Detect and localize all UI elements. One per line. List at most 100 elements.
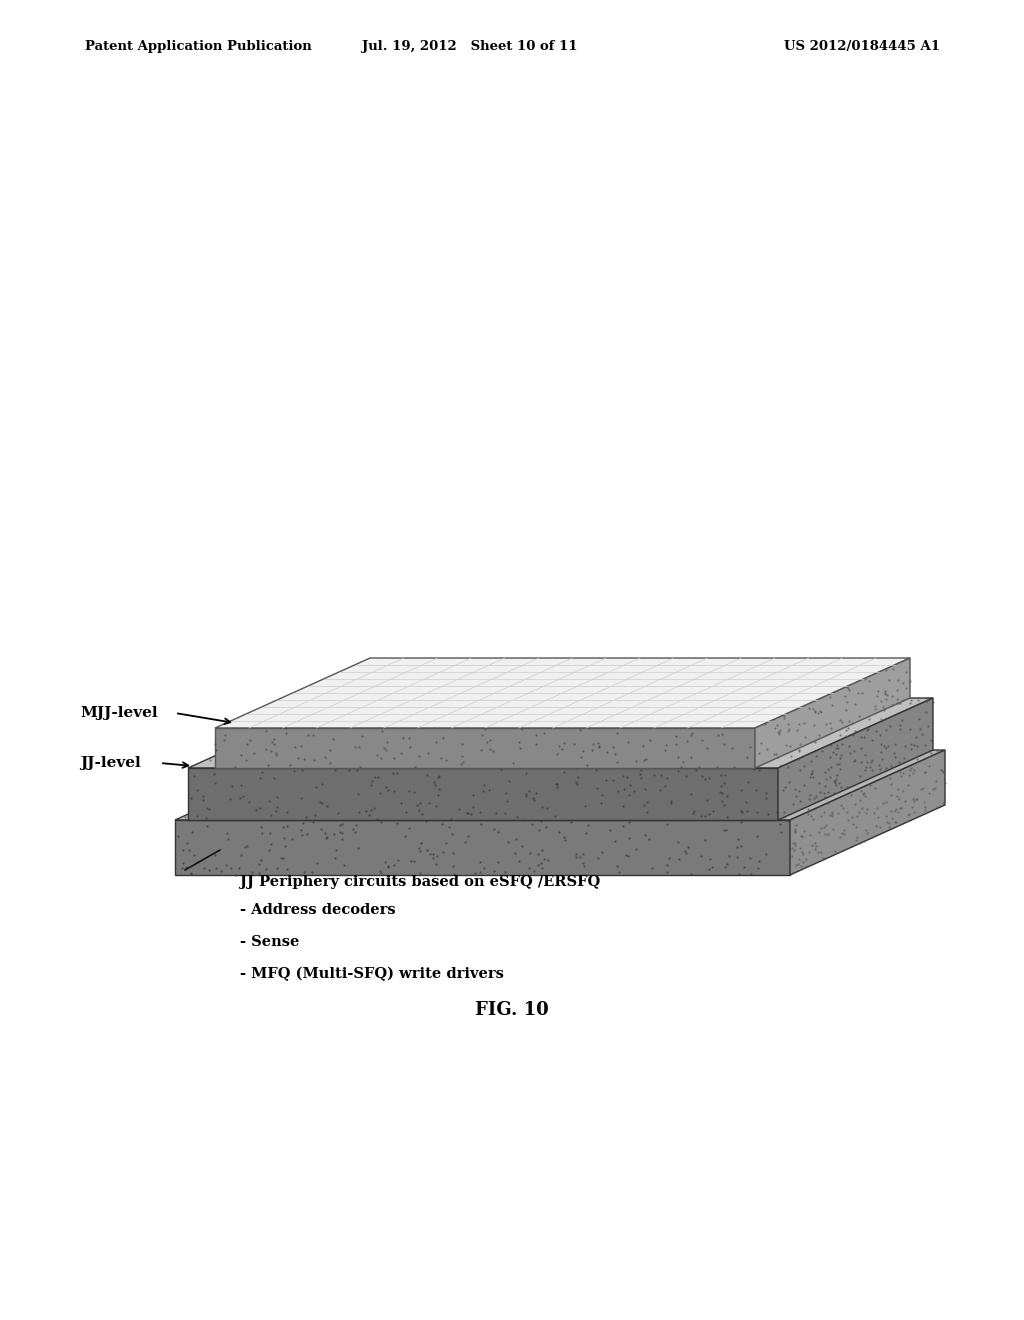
Point xyxy=(276,836,293,857)
Point xyxy=(559,796,575,817)
Point xyxy=(246,742,262,763)
Point xyxy=(767,743,783,764)
Point xyxy=(912,779,929,800)
Point xyxy=(380,857,396,878)
Point xyxy=(241,791,257,812)
Point xyxy=(276,826,293,847)
Point xyxy=(412,863,428,884)
Point xyxy=(574,853,591,874)
Point xyxy=(734,780,751,801)
Point xyxy=(532,717,549,738)
Point xyxy=(840,744,856,766)
Point xyxy=(444,824,461,845)
Point xyxy=(854,797,870,818)
Point xyxy=(908,788,925,809)
Point xyxy=(266,725,283,746)
Point xyxy=(236,785,252,807)
Point xyxy=(409,788,425,809)
Point xyxy=(584,785,600,807)
Point xyxy=(528,783,545,804)
Point xyxy=(796,756,812,777)
Point xyxy=(810,702,826,723)
Point xyxy=(327,759,343,780)
Point xyxy=(852,789,868,810)
Point xyxy=(276,785,293,807)
Point xyxy=(652,780,669,801)
Point xyxy=(537,763,553,784)
Point xyxy=(648,766,665,787)
Point xyxy=(683,863,699,884)
Point xyxy=(607,830,624,851)
Point xyxy=(884,755,900,776)
Point xyxy=(395,696,412,717)
Point xyxy=(673,756,689,777)
Point xyxy=(421,743,437,764)
Point xyxy=(219,822,236,843)
Point xyxy=(279,763,295,784)
Point xyxy=(431,779,447,800)
Point xyxy=(713,804,729,825)
Point xyxy=(639,801,655,822)
Point xyxy=(364,771,380,792)
Point xyxy=(569,774,586,795)
Point xyxy=(457,832,473,853)
Point xyxy=(438,766,455,787)
Point xyxy=(325,723,341,744)
Point xyxy=(319,796,336,817)
Point xyxy=(476,718,493,739)
Point xyxy=(666,706,682,727)
Point xyxy=(423,742,439,763)
Point xyxy=(678,791,694,812)
Point xyxy=(900,775,916,796)
Point xyxy=(880,735,896,756)
Point xyxy=(580,763,596,784)
Point xyxy=(561,783,578,804)
Point xyxy=(790,719,806,741)
Point xyxy=(224,775,241,796)
Point xyxy=(670,760,686,781)
Point xyxy=(624,805,640,826)
Point xyxy=(444,855,461,876)
Point xyxy=(791,741,807,762)
Point xyxy=(934,760,950,781)
Point xyxy=(751,858,767,879)
Point xyxy=(261,840,278,861)
Point xyxy=(711,692,727,713)
Point xyxy=(702,710,719,731)
Text: MJJ-level: MJJ-level xyxy=(80,706,158,719)
Point xyxy=(540,850,556,871)
Point xyxy=(763,726,779,747)
Point xyxy=(801,788,817,809)
Point xyxy=(720,846,736,867)
Point xyxy=(772,768,788,789)
Point xyxy=(487,748,504,770)
Point xyxy=(691,756,708,777)
Point xyxy=(512,743,528,764)
Point xyxy=(535,857,551,878)
Point xyxy=(758,787,774,808)
Point xyxy=(389,762,406,783)
Point xyxy=(526,779,543,800)
Point xyxy=(538,746,554,767)
Point xyxy=(282,755,298,776)
Point xyxy=(456,744,472,766)
Point xyxy=(308,776,325,797)
Point xyxy=(537,849,553,870)
Point xyxy=(810,775,826,796)
Point xyxy=(431,768,447,789)
Point xyxy=(460,803,476,824)
Point xyxy=(887,734,903,755)
Point xyxy=(669,791,685,812)
Point xyxy=(684,748,700,770)
Point xyxy=(866,777,883,799)
Point xyxy=(802,766,818,787)
Point xyxy=(895,780,911,801)
Point xyxy=(722,793,738,814)
Point xyxy=(819,775,836,796)
Point xyxy=(628,741,644,762)
Point xyxy=(624,702,640,723)
Point xyxy=(872,741,889,762)
Point xyxy=(826,772,843,793)
Point xyxy=(338,779,354,800)
Point xyxy=(454,746,470,767)
